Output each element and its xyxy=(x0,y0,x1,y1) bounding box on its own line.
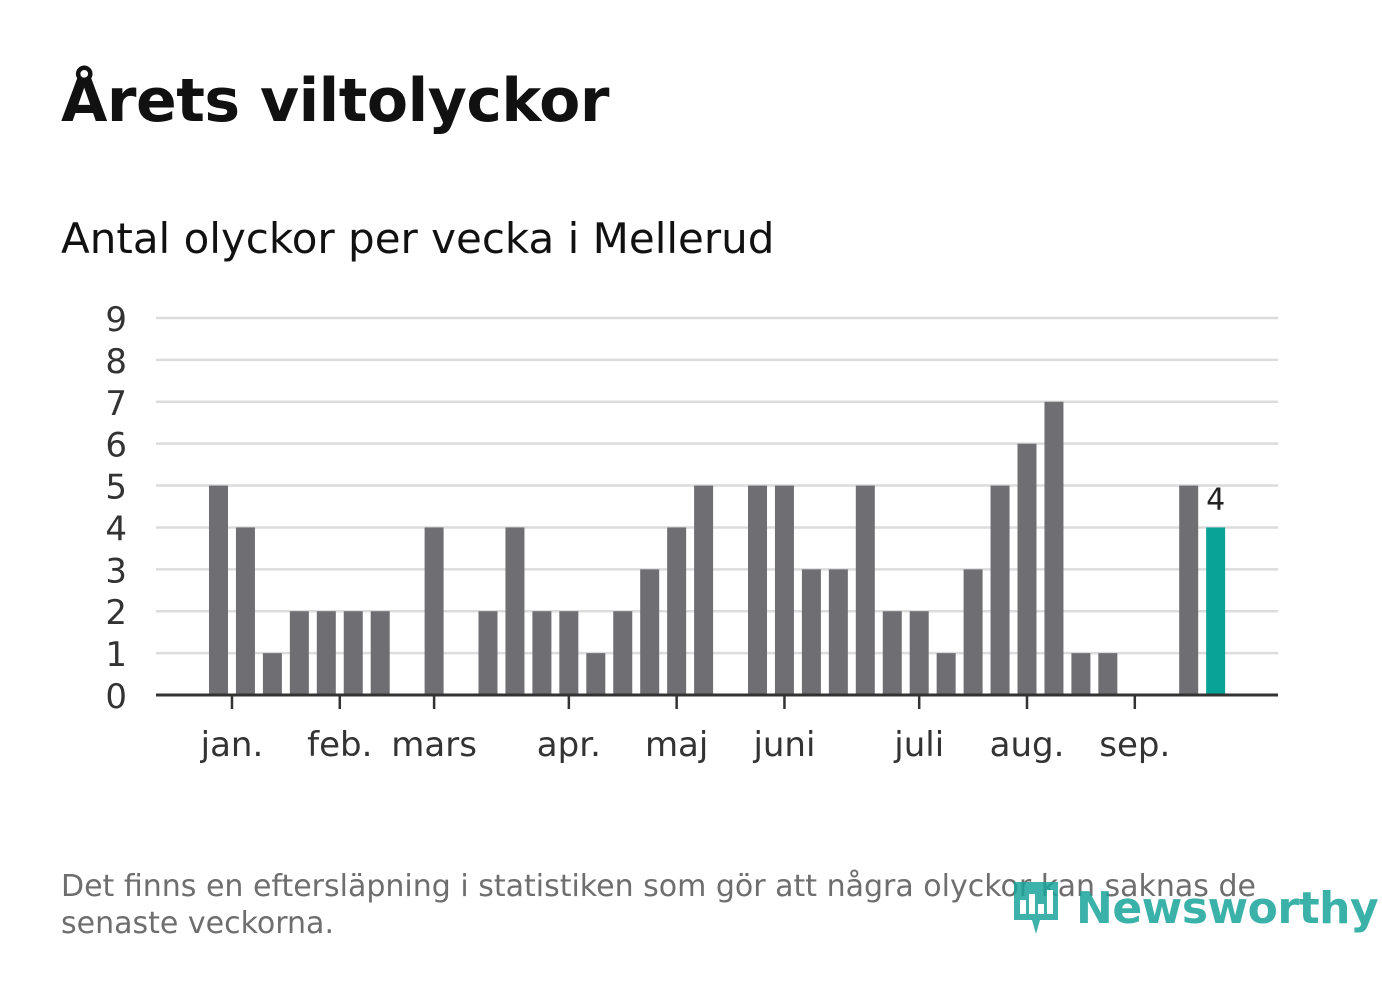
brand-name: Newsworthy xyxy=(1076,882,1379,934)
bar-week-27 xyxy=(909,611,929,695)
gridlines xyxy=(156,316,1278,655)
bar-week-2 xyxy=(235,527,255,695)
bar-week-6 xyxy=(343,611,363,695)
brand-logo: Newsworthy xyxy=(1010,876,1379,940)
bar-week-37 xyxy=(1179,485,1199,695)
bar-week-11 xyxy=(478,611,498,695)
y-tick-label-1: 1 xyxy=(105,635,127,675)
bar-week-21 xyxy=(748,485,767,695)
y-tick-label-2: 2 xyxy=(105,593,127,633)
y-tick-label-7: 7 xyxy=(105,384,127,424)
bar-week-4 xyxy=(289,611,309,695)
bar-week-18 xyxy=(667,527,687,695)
bar-week-24 xyxy=(828,569,848,695)
chart-subtitle: Antal olyckor per vecka i Mellerud xyxy=(61,214,775,263)
y-tick-label-6: 6 xyxy=(105,426,127,466)
bar-week-5 xyxy=(316,611,336,695)
newsworthy-logo-icon xyxy=(1014,882,1058,934)
bar-week-30 xyxy=(990,485,1010,695)
bar-week-25 xyxy=(855,485,875,695)
y-tick-label-4: 4 xyxy=(105,509,127,549)
x-tick-label-jan.: jan. xyxy=(200,725,264,765)
bar-week-38 xyxy=(1206,527,1226,695)
bars xyxy=(209,401,1226,695)
x-axis: jan. feb. mars apr. maj juni juli aug. sep. xyxy=(156,693,1278,765)
x-tick-label-mars: mars xyxy=(391,725,477,765)
y-tick-label-5: 5 xyxy=(105,468,127,508)
bar-week-19 xyxy=(694,485,714,695)
bar-week-22 xyxy=(774,485,794,695)
bar-week-28 xyxy=(936,653,956,695)
y-tick-label-0: 0 xyxy=(105,677,127,717)
bar-week-26 xyxy=(882,611,902,695)
chart-title: Årets viltolyckor xyxy=(61,66,610,136)
bar-week-34 xyxy=(1098,653,1118,695)
bar-week-17 xyxy=(640,569,660,695)
bar-week-16 xyxy=(613,611,633,695)
value-labels: 4 xyxy=(1206,482,1225,517)
bar-week-9 xyxy=(424,527,444,695)
x-tick-label-aug.: aug. xyxy=(990,725,1065,765)
bar-week-7 xyxy=(370,611,390,695)
x-tick-label-feb.: feb. xyxy=(307,725,372,765)
bar-week-31 xyxy=(1017,443,1037,695)
bar-week-29 xyxy=(963,569,983,695)
highlight-value-label: 4 xyxy=(1206,482,1225,517)
x-tick-label-juni: juni xyxy=(752,725,815,765)
bar-week-23 xyxy=(801,569,821,695)
bar-week-33 xyxy=(1071,653,1091,695)
bar-week-3 xyxy=(262,653,282,695)
bar-week-1 xyxy=(209,485,228,695)
bar-week-32 xyxy=(1044,401,1064,695)
bar-week-13 xyxy=(532,611,552,695)
bar-week-12 xyxy=(505,527,525,695)
bar-week-14 xyxy=(559,611,579,695)
x-tick-label-maj: maj xyxy=(645,725,708,765)
y-tick-label-8: 8 xyxy=(105,342,127,382)
bar-week-15 xyxy=(586,653,606,695)
x-tick-label-sep.: sep. xyxy=(1099,725,1170,765)
x-tick-label-juli: juli xyxy=(893,725,944,765)
y-tick-label-9: 9 xyxy=(105,300,127,340)
x-tick-label-apr.: apr. xyxy=(537,725,601,765)
y-tick-label-3: 3 xyxy=(105,551,127,591)
